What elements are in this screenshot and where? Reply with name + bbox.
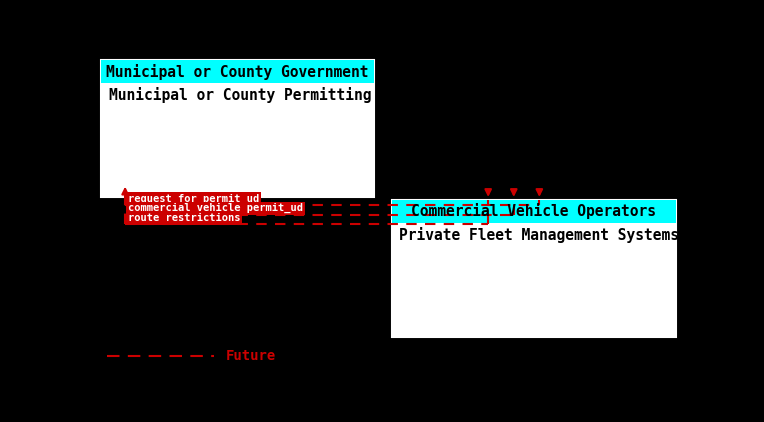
Bar <box>102 60 374 197</box>
Bar <box>392 200 676 223</box>
Text: Commercial Vehicle Operators: Commercial Vehicle Operators <box>411 203 656 219</box>
Text: request for permit_ud: request for permit_ud <box>128 193 259 204</box>
Text: route restrictions: route restrictions <box>128 213 241 223</box>
Bar <box>102 60 374 83</box>
Text: commercial vehicle permit_ud: commercial vehicle permit_ud <box>128 203 303 214</box>
Text: Future: Future <box>226 349 276 363</box>
Text: Private Fleet Management Systems: Private Fleet Management Systems <box>399 227 678 243</box>
Text: Municipal or County Government: Municipal or County Government <box>106 64 369 80</box>
Bar <box>392 200 676 337</box>
Text: Municipal or County Permitting System: Municipal or County Permitting System <box>108 87 432 103</box>
